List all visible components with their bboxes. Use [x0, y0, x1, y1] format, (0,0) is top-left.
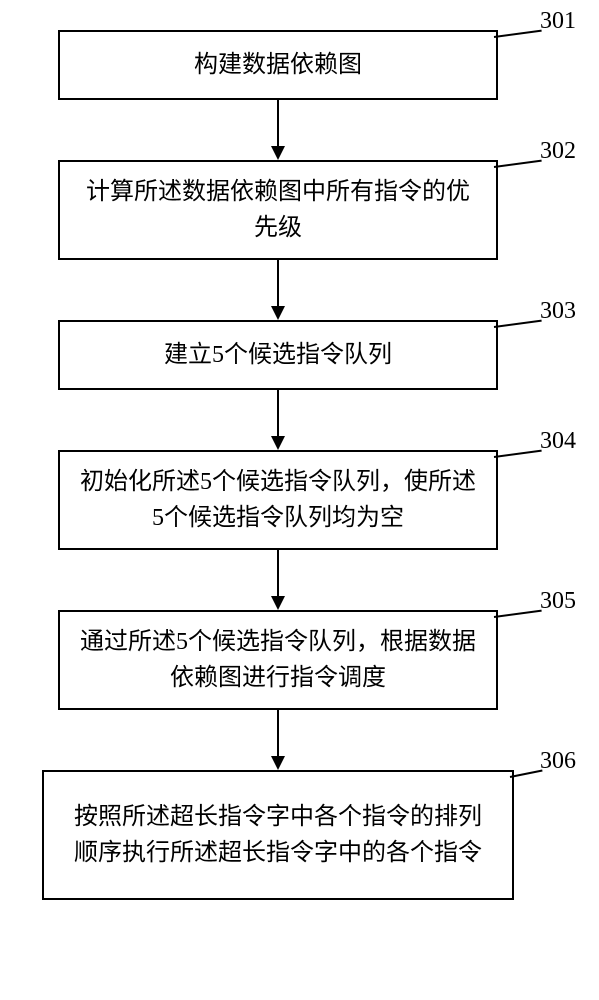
arrowhead-icon [271, 146, 285, 160]
step-number-label: 302 [540, 138, 576, 165]
callout-line [494, 450, 542, 458]
node-text: 建立5个候选指令队列 [164, 337, 392, 373]
step-number-label: 301 [540, 8, 576, 35]
callout-line [494, 160, 542, 168]
flowchart-node: 计算所述数据依赖图中所有指令的优先级 [58, 160, 498, 260]
node-text: 计算所述数据依赖图中所有指令的优先级 [80, 174, 476, 246]
arrowhead-icon [271, 596, 285, 610]
callout-line [510, 770, 542, 778]
flowchart-edge [277, 390, 279, 436]
node-text: 通过所述5个候选指令队列，根据数据依赖图进行指令调度 [80, 624, 476, 696]
node-text: 初始化所述5个候选指令队列，使所述5个候选指令队列均为空 [80, 464, 476, 536]
step-number-label: 305 [540, 588, 576, 615]
step-number-label: 306 [540, 748, 576, 775]
arrowhead-icon [271, 306, 285, 320]
flowchart-node: 通过所述5个候选指令队列，根据数据依赖图进行指令调度 [58, 610, 498, 710]
flowchart-canvas: 构建数据依赖图计算所述数据依赖图中所有指令的优先级建立5个候选指令队列初始化所述… [0, 0, 599, 1000]
flowchart-edge [277, 260, 279, 306]
step-number-label: 304 [540, 428, 576, 455]
flowchart-node: 建立5个候选指令队列 [58, 320, 498, 390]
node-text: 按照所述超长指令字中各个指令的排列顺序执行所述超长指令字中的各个指令 [64, 799, 492, 871]
arrowhead-icon [271, 756, 285, 770]
callout-line [494, 320, 542, 328]
arrowhead-icon [271, 436, 285, 450]
flowchart-node: 按照所述超长指令字中各个指令的排列顺序执行所述超长指令字中的各个指令 [42, 770, 514, 900]
flowchart-edge [277, 550, 279, 596]
flowchart-node: 初始化所述5个候选指令队列，使所述5个候选指令队列均为空 [58, 450, 498, 550]
step-number-label: 303 [540, 298, 576, 325]
callout-line [494, 30, 542, 38]
node-text: 构建数据依赖图 [194, 47, 362, 83]
flowchart-node: 构建数据依赖图 [58, 30, 498, 100]
flowchart-edge [277, 100, 279, 146]
flowchart-edge [277, 710, 279, 756]
callout-line [494, 610, 542, 618]
